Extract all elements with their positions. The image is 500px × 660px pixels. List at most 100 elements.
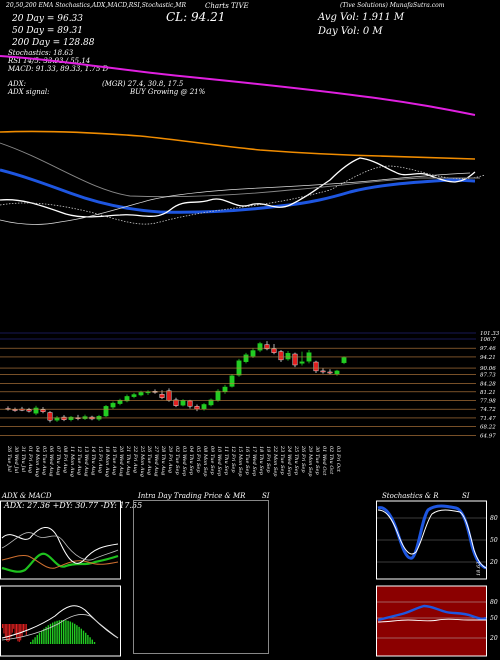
candle-body: [194, 406, 200, 410]
rsi-mr-line: [377, 604, 487, 622]
stoch-panel: 80 50 20 18.63 80 50 20: [376, 500, 498, 657]
date-label: 09 Tue Sep: [209, 446, 215, 475]
date-label: 02 Thu Oct: [328, 446, 334, 475]
candle-body: [229, 375, 235, 387]
macd-bar: [74, 623, 76, 644]
price-axis-label: 90.06: [480, 366, 496, 372]
candle-body: [285, 352, 291, 360]
candle-body: [271, 348, 277, 353]
adx-label: ADX:: [8, 80, 27, 88]
ema50-line: [0, 130, 476, 160]
macd-bar: [34, 637, 36, 644]
date-label: 11 Mon Aug: [69, 446, 75, 477]
macd-bar: [4, 624, 6, 639]
date-label: 20 Wed Aug: [118, 445, 124, 476]
candle-body: [110, 402, 116, 408]
candle-body: [201, 404, 207, 410]
date-label: 03 Wed Sep: [181, 446, 187, 477]
dotted-line: [0, 165, 486, 225]
date-label: 26 Fri Sep: [300, 445, 306, 473]
macd-bar: [71, 622, 74, 644]
date-label: 30 Wed Jul: [13, 446, 19, 474]
date-label: 22 Fri Aug: [132, 445, 138, 473]
rsi-axis-20: 20: [489, 635, 498, 642]
macd-bar: [56, 620, 58, 644]
date-label: 31 Thu Jul: [20, 446, 26, 473]
macd-bar: [6, 624, 8, 642]
stoch-current-value: 18.63: [476, 562, 482, 576]
macd-bar: [49, 623, 52, 644]
ema20-line: [0, 168, 476, 214]
candle-body: [103, 406, 109, 417]
date-label: 27 Wed Aug: [153, 445, 159, 476]
date-axis: 26 Tue Jul 30 Wed Jul 31 Thu Jul 01 Fri Aug…: [6, 445, 341, 477]
candle-body: [243, 354, 249, 362]
candle-body: [341, 357, 347, 364]
candle-body: [54, 417, 60, 421]
macd-bar: [60, 620, 63, 644]
price-axis-label: 74.72: [480, 407, 496, 413]
macd-bar: [25, 624, 27, 635]
stoch-axis-20: 20: [489, 559, 498, 566]
price-axis-label: 81.21: [480, 390, 496, 396]
date-label: 29 Fri Aug: [167, 445, 173, 473]
date-label: 04 Thu Sep: [188, 446, 194, 476]
macd-bar: [43, 628, 45, 644]
candle-body: [33, 407, 39, 414]
stoch-panel-si: SI: [462, 492, 470, 500]
macd-bar: [14, 624, 16, 635]
macd-bar: [32, 639, 34, 644]
candle-body: [138, 392, 144, 396]
date-label: 23 Tue Sep: [279, 445, 285, 475]
date-label: 14 Thu Aug: [90, 446, 96, 475]
macd-bar: [7, 624, 9, 642]
date-label: 19 Fri Sep: [265, 446, 271, 473]
candle-body: [264, 344, 270, 350]
intra-day-panel: [133, 500, 269, 654]
macd-bar: [16, 624, 17, 639]
adx-panel-border: [0, 500, 121, 580]
site-label: (Tive Solutions) MunafaSutra.com: [340, 2, 445, 9]
macd-bar: [52, 622, 54, 644]
price-grid: [0, 332, 476, 436]
date-label: 05 Fri Sep: [195, 446, 201, 473]
stoch-label: Stochastics: 18.63: [8, 49, 74, 57]
price-axis-label: 101.33: [480, 331, 500, 337]
slow-line: [0, 142, 480, 198]
ema200-label: 200 Day = 128.88: [12, 38, 95, 48]
date-label: 02 Tue Sep: [174, 446, 180, 475]
date-label: 15 Mon Sep: [237, 446, 243, 477]
signal-line: [0, 172, 471, 225]
adx-panel-values: ADX: 27.36 +DY: 30.77 -DY: 17.55: [4, 501, 143, 510]
macd-bar: [85, 632, 87, 644]
macd-bar: [10, 624, 12, 638]
date-label: 06 Wed Aug: [48, 446, 54, 476]
candle-body: [47, 412, 53, 421]
macd-bar: [54, 621, 56, 644]
adx-panel: [0, 500, 121, 657]
adx-panel-title: ADX & MACD: [2, 492, 52, 500]
candle-body: [26, 409, 32, 412]
date-label: 08 Mon Sep: [202, 446, 208, 477]
macd-bar: [36, 634, 38, 644]
macd-bar: [93, 642, 96, 644]
date-label: 26 Tue Aug: [146, 445, 152, 475]
rsi-axis-80: 80: [490, 599, 498, 606]
macd-histogram: [2, 620, 96, 644]
ema20-label: 20 Day = 96.33: [12, 14, 84, 24]
macd-bar: [89, 637, 91, 644]
candle-body: [334, 370, 340, 375]
candle-body: [166, 390, 172, 401]
macd-bar: [41, 630, 43, 644]
candle-body: [292, 353, 298, 366]
date-label: 07 Thu Aug: [55, 446, 61, 475]
candle-body: [250, 350, 256, 357]
price-axis-label: 84.28: [480, 382, 496, 388]
candle-body: [180, 400, 186, 406]
date-label: 12 Fri Sep: [230, 446, 236, 473]
date-label: 19 Tue Aug: [111, 446, 117, 475]
price-axis-label: 106.7: [480, 337, 496, 343]
price-axis-label: 64.97: [480, 433, 496, 439]
close-label: CL: 94.21: [166, 10, 226, 24]
date-label: 26 Tue Jul: [6, 445, 12, 472]
